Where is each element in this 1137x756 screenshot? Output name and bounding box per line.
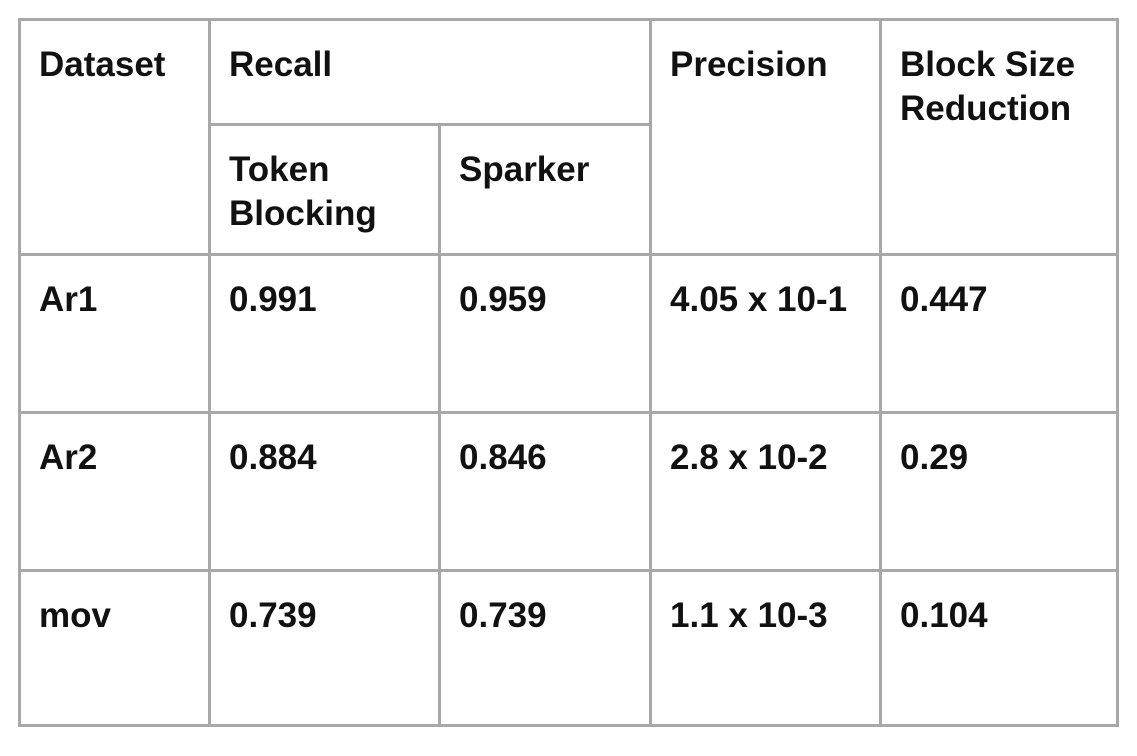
cell-block-size-reduction: 0.104 [879,569,1119,727]
cell-token-blocking: 0.739 [208,569,441,727]
cell-precision: 4.05 x 10-1 [649,253,882,414]
cell-sparker: 0.739 [438,569,652,727]
cell-token-blocking: 0.884 [208,411,441,572]
cell-token-blocking: 0.991 [208,253,441,414]
table-row: Ar1 0.991 0.959 4.05 x 10-1 0.447 [18,253,1119,414]
results-table: Dataset Recall Precision Block Size Redu… [18,18,1119,727]
cell-sparker: 0.959 [438,253,652,414]
header-block-size-reduction: Block Size Reduction [879,18,1119,256]
header-row-top: Dataset Recall Precision Block Size Redu… [18,18,1119,256]
cell-dataset: Ar1 [18,253,211,414]
header-row-sub: Token Blocking Sparker [20,123,1118,256]
cell-precision: 2.8 x 10-2 [649,411,882,572]
header-dataset: Dataset [18,18,211,256]
cell-dataset: Ar2 [18,411,211,572]
header-recall: Recall [208,18,652,126]
header-token-blocking: Token Blocking [208,123,441,256]
results-table-container: Dataset Recall Precision Block Size Redu… [18,18,1119,727]
table-row: mov 0.739 0.739 1.1 x 10-3 0.104 [18,569,1119,727]
header-sparker: Sparker [438,123,652,256]
header-precision: Precision [649,18,882,256]
cell-block-size-reduction: 0.447 [879,253,1119,414]
cell-precision: 1.1 x 10-3 [649,569,882,727]
cell-sparker: 0.846 [438,411,652,572]
cell-block-size-reduction: 0.29 [879,411,1119,572]
cell-dataset: mov [18,569,211,727]
table-row: Ar2 0.884 0.846 2.8 x 10-2 0.29 [18,411,1119,572]
